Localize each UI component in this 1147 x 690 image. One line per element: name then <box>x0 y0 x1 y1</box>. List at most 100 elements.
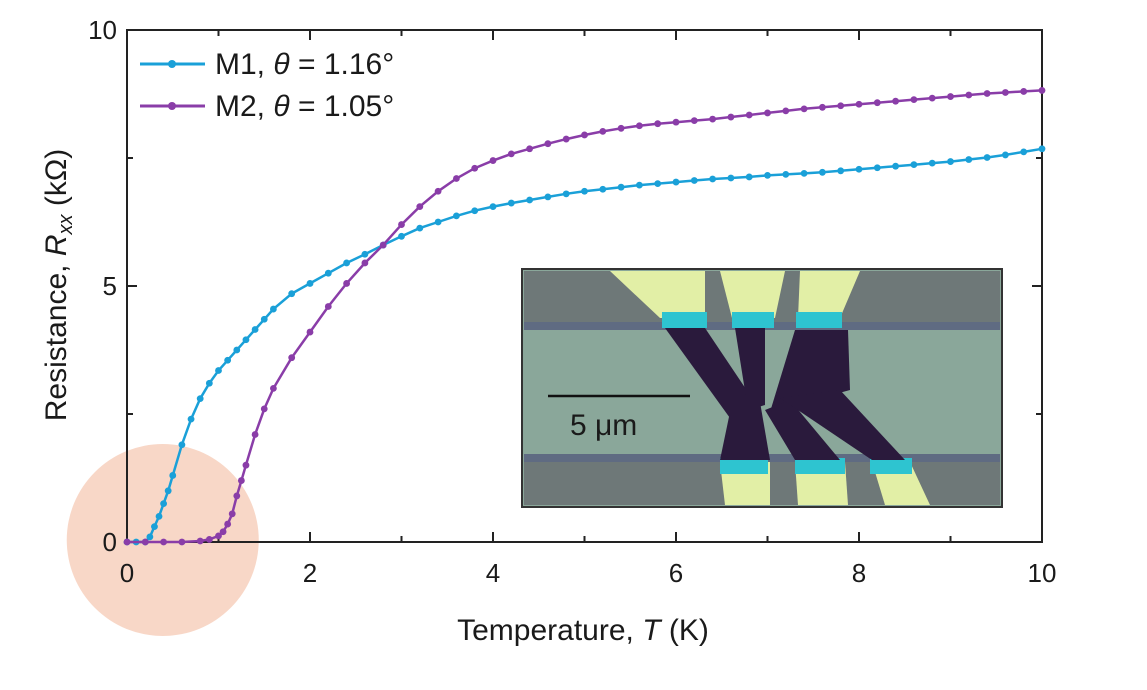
data-point <box>379 241 387 249</box>
data-point <box>947 93 954 100</box>
data-point <box>727 113 735 121</box>
data-point <box>146 533 154 541</box>
data-point <box>965 91 973 99</box>
data-point <box>306 280 314 287</box>
device-micrograph-inset: 5 μm <box>521 268 1003 508</box>
data-point <box>983 154 991 161</box>
data-point <box>224 520 232 528</box>
data-point <box>242 336 250 344</box>
data-point <box>361 259 369 267</box>
data-point <box>654 180 662 188</box>
y-axis-label-var: R <box>40 235 73 257</box>
data-point <box>727 174 735 182</box>
data-point <box>242 461 250 469</box>
data-point <box>160 538 168 546</box>
data-point <box>928 94 936 102</box>
data-point <box>123 538 131 546</box>
data-point <box>324 269 332 277</box>
data-point <box>709 115 716 123</box>
x-tick-label: 10 <box>1028 558 1057 588</box>
legend-label: M2, θ = 1.05° <box>215 90 394 123</box>
data-point <box>471 164 479 172</box>
data-point <box>581 187 588 195</box>
y-axis-label-sub: xx <box>55 214 77 236</box>
data-point <box>398 221 405 228</box>
data-point <box>343 259 350 267</box>
legend-item: M1, θ = 1.16° <box>140 48 394 81</box>
legend-label: M1, θ = 1.16° <box>215 48 394 81</box>
x-tick-label: 8 <box>852 558 866 588</box>
data-point <box>196 537 204 545</box>
data-point <box>672 118 680 126</box>
data-point <box>215 532 222 540</box>
data-point <box>983 90 991 97</box>
data-point <box>782 107 790 115</box>
data-point <box>205 379 213 387</box>
data-point <box>169 472 177 479</box>
y-axis-label: Resistance, Rxx (kΩ) <box>40 149 77 422</box>
data-point <box>873 99 881 107</box>
data-point <box>599 127 607 135</box>
data-point <box>562 190 570 198</box>
data-point <box>270 305 277 313</box>
data-point <box>1038 145 1046 153</box>
axis-ticks <box>126 29 1043 543</box>
data-point <box>178 538 186 546</box>
data-point <box>892 162 899 170</box>
x-tick-label: 0 <box>120 558 134 588</box>
data-point <box>155 513 163 520</box>
data-point <box>745 173 753 181</box>
data-point <box>544 140 552 148</box>
data-point <box>151 523 158 531</box>
data-point <box>361 250 369 258</box>
data-point <box>251 326 259 333</box>
data-point <box>855 100 863 108</box>
data-point <box>233 492 241 500</box>
data-point <box>343 280 350 287</box>
series-2 <box>123 87 1046 546</box>
data-point <box>1020 148 1028 156</box>
scale-bar-label: 5 μm <box>570 409 637 442</box>
data-point <box>434 187 442 195</box>
data-point <box>251 431 259 438</box>
data-point <box>205 536 213 543</box>
legend-marker <box>168 102 176 110</box>
data-point <box>800 169 808 177</box>
data-point <box>910 96 918 104</box>
data-point <box>453 212 460 220</box>
data-point <box>219 528 227 536</box>
data-point <box>288 290 296 298</box>
legend-marker <box>168 60 176 68</box>
series-line <box>127 89 1043 544</box>
data-point <box>1002 89 1009 96</box>
data-point <box>654 120 662 128</box>
data-point <box>489 157 497 164</box>
data-point <box>636 181 643 189</box>
data-point <box>672 178 680 186</box>
data-point <box>178 441 186 449</box>
y-axis-label-prefix: Resistance, <box>40 256 73 421</box>
y-axis-label-suffix: (kΩ) <box>40 149 73 215</box>
data-point <box>745 111 753 119</box>
data-point <box>873 164 881 172</box>
data-point <box>270 385 277 392</box>
legend-item: M2, θ = 1.05° <box>140 90 394 123</box>
x-tick-labels: 0 2 4 6 8 10 <box>120 558 1057 588</box>
data-point <box>837 167 845 175</box>
data-point <box>489 203 497 211</box>
x-tick-label: 6 <box>669 558 683 588</box>
data-point <box>819 103 826 111</box>
y-tick-label: 5 <box>103 271 117 301</box>
data-point <box>260 405 268 413</box>
data-point <box>947 158 954 165</box>
data-point <box>215 367 222 374</box>
data-point <box>690 117 698 125</box>
data-point <box>965 156 973 163</box>
y-tick-label: 0 <box>103 527 117 557</box>
data-point <box>928 159 936 167</box>
data-point <box>819 168 826 176</box>
data-point <box>636 122 643 130</box>
data-point <box>233 346 241 354</box>
x-tick-label: 2 <box>303 558 317 588</box>
